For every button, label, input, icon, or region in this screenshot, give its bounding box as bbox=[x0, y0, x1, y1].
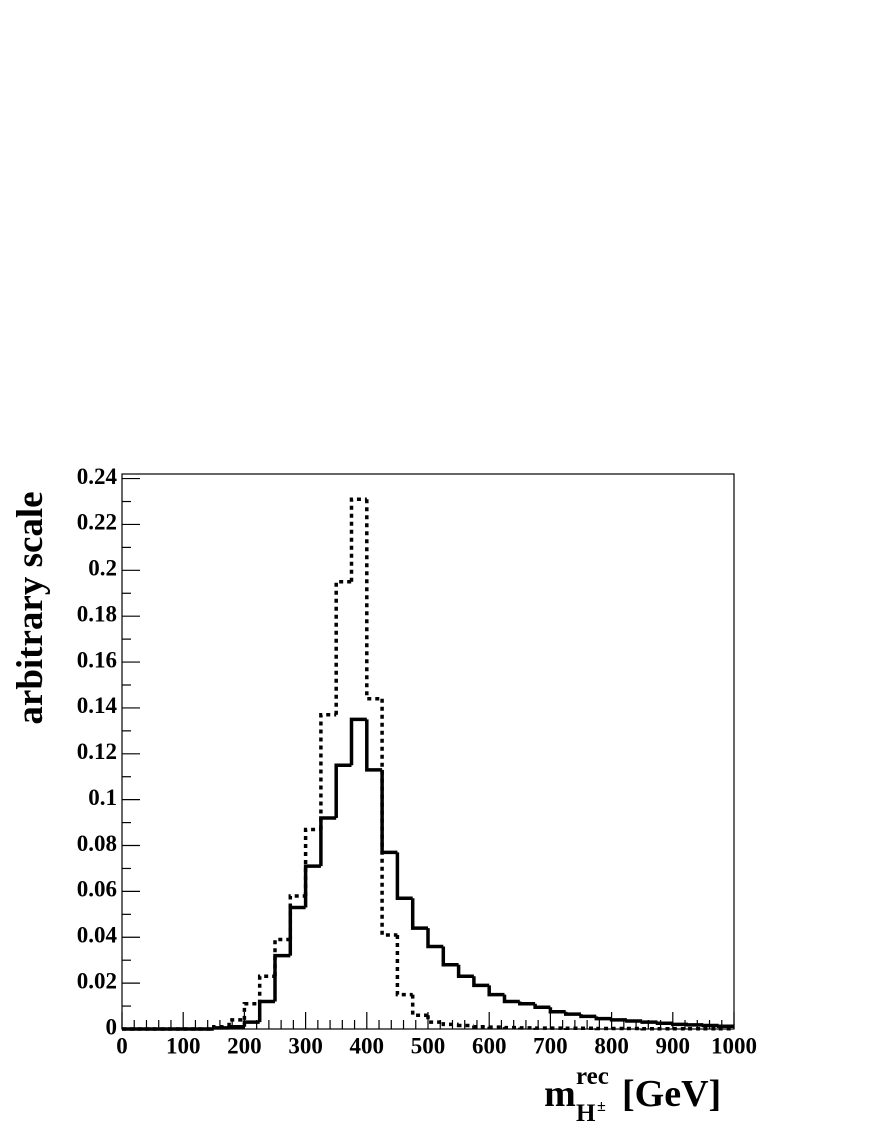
histogram-bin bbox=[380, 698, 398, 937]
histogram-bin bbox=[410, 898, 428, 930]
histogram-bin bbox=[640, 1020, 658, 1024]
x-tick-label: 800 bbox=[594, 1033, 629, 1058]
x-tick-label: 900 bbox=[656, 1033, 691, 1058]
histogram-bin bbox=[365, 719, 383, 772]
x-label-sup: rec bbox=[576, 1063, 609, 1090]
x-tick-label: 0 bbox=[116, 1033, 128, 1058]
histogram-bin bbox=[441, 1022, 459, 1027]
y-tick-label: 0.18 bbox=[77, 601, 117, 626]
histogram-bin bbox=[426, 928, 444, 949]
histogram-bin bbox=[395, 934, 413, 997]
x-tick-label: 600 bbox=[472, 1033, 507, 1058]
histogram-bin bbox=[380, 769, 398, 855]
histogram-bin bbox=[349, 717, 367, 766]
histogram-bin bbox=[533, 1003, 551, 1009]
y-tick-label: 0.2 bbox=[88, 556, 117, 581]
y-tick-label: 0.14 bbox=[77, 693, 118, 718]
histogram-bin bbox=[671, 1022, 689, 1027]
x-tick-label: 700 bbox=[533, 1033, 568, 1058]
histogram-bin bbox=[242, 1020, 260, 1027]
histogram-bin bbox=[441, 946, 459, 967]
histogram-bin bbox=[288, 894, 306, 940]
histogram-bin bbox=[502, 994, 520, 1004]
x-label-sub: H bbox=[576, 1100, 596, 1127]
x-label-unit: [GeV] bbox=[622, 1073, 721, 1115]
histogram-bin bbox=[426, 1015, 444, 1024]
histogram-bin bbox=[334, 763, 352, 819]
y-tick-label: 0.06 bbox=[77, 877, 117, 902]
y-tick-label: 0.16 bbox=[77, 647, 117, 672]
x-label-symbol: m bbox=[544, 1073, 576, 1115]
histogram-bin bbox=[257, 999, 275, 1023]
histogram-bin bbox=[319, 816, 337, 867]
histogram-bin bbox=[701, 1023, 719, 1028]
y-tick-label: 0.24 bbox=[77, 464, 118, 489]
histogram-bin bbox=[242, 1002, 260, 1020]
x-label-subsup: ± bbox=[597, 1098, 606, 1115]
histogram-bin bbox=[410, 994, 428, 1017]
histogram-bin bbox=[579, 1014, 597, 1019]
histogram-bin bbox=[227, 1024, 245, 1029]
histogram-bin bbox=[472, 976, 490, 988]
histogram-bin bbox=[334, 580, 352, 715]
y-tick-label: 0.12 bbox=[77, 739, 117, 764]
x-tick-label: 100 bbox=[166, 1033, 201, 1058]
histogram-bin bbox=[273, 937, 291, 977]
x-tick-label: 1000 bbox=[711, 1033, 757, 1058]
histogram-bin bbox=[716, 1024, 734, 1028]
histogram-bin bbox=[625, 1019, 643, 1023]
y-tick-label: 0.1 bbox=[88, 785, 117, 810]
y-axis-label: arbitrary scale bbox=[10, 491, 51, 724]
histogram-bin bbox=[395, 852, 413, 901]
y-tick-label: 0 bbox=[106, 1014, 118, 1039]
histogram-bin bbox=[609, 1018, 627, 1022]
histogram-bin bbox=[594, 1016, 612, 1021]
y-tick-label: 0.04 bbox=[77, 923, 118, 948]
histogram-bin bbox=[365, 499, 383, 701]
histogram-bin bbox=[472, 1024, 490, 1029]
histogram-bin bbox=[303, 864, 321, 908]
histogram-bin bbox=[487, 985, 505, 997]
y-tick-label: 0.22 bbox=[77, 510, 117, 535]
histogram-bin bbox=[212, 1024, 230, 1029]
histogram-bin bbox=[227, 1018, 245, 1027]
histogram-bin bbox=[548, 1007, 566, 1014]
histogram-bin bbox=[288, 905, 306, 956]
y-tick-label: 0.08 bbox=[77, 831, 117, 856]
x-tick-label: 200 bbox=[227, 1033, 262, 1058]
histogram-bin bbox=[456, 964, 474, 979]
x-tick-label: 500 bbox=[411, 1033, 446, 1058]
histogram-bin bbox=[349, 497, 367, 582]
y-tick-label: 0.02 bbox=[77, 968, 117, 993]
histogram-bin bbox=[303, 827, 321, 896]
x-tick-label: 300 bbox=[288, 1033, 323, 1058]
histogram-bin bbox=[655, 1021, 673, 1026]
histogram-bin bbox=[319, 713, 337, 830]
x-tick-label: 400 bbox=[350, 1033, 385, 1058]
histogram-bin bbox=[273, 953, 291, 1002]
histogram-bin bbox=[456, 1023, 474, 1028]
histogram-bin bbox=[563, 1011, 581, 1016]
histogram-bin bbox=[518, 1001, 536, 1006]
histogram-bin bbox=[257, 974, 275, 1004]
